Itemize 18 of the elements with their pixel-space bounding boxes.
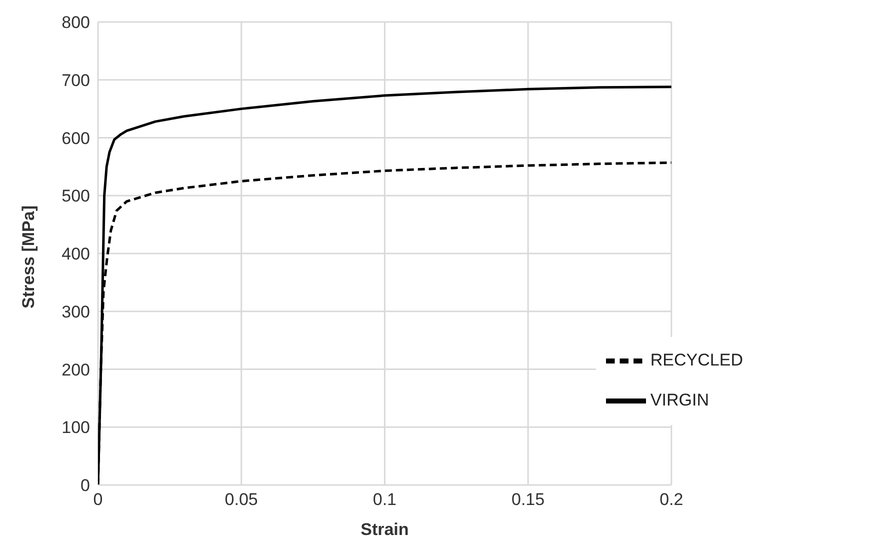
y-tick-label: 300 <box>62 302 90 322</box>
y-tick-label: 500 <box>62 186 90 206</box>
y-tick-label: 0 <box>80 476 90 496</box>
y-tick-label: 100 <box>62 418 90 438</box>
x-tick-label: 0.15 <box>512 490 545 510</box>
x-tick-label: 0 <box>93 490 103 510</box>
x-tick-label: 0.1 <box>372 490 397 510</box>
y-tick-label: 200 <box>62 360 90 380</box>
y-tick-label: 700 <box>62 70 90 90</box>
y-tick-label: 600 <box>62 128 90 148</box>
x-tick-label: 0.2 <box>660 490 684 510</box>
x-axis-title: Strain <box>360 520 409 539</box>
y-tick-label: 400 <box>62 244 90 264</box>
x-tick-label: 0.05 <box>224 490 258 510</box>
legend-label: VIRGIN <box>650 390 709 410</box>
y-tick-label: 800 <box>62 13 90 32</box>
legend-label: RECYCLED <box>650 350 743 370</box>
y-axis-title: Stress [MPa] <box>19 206 38 308</box>
